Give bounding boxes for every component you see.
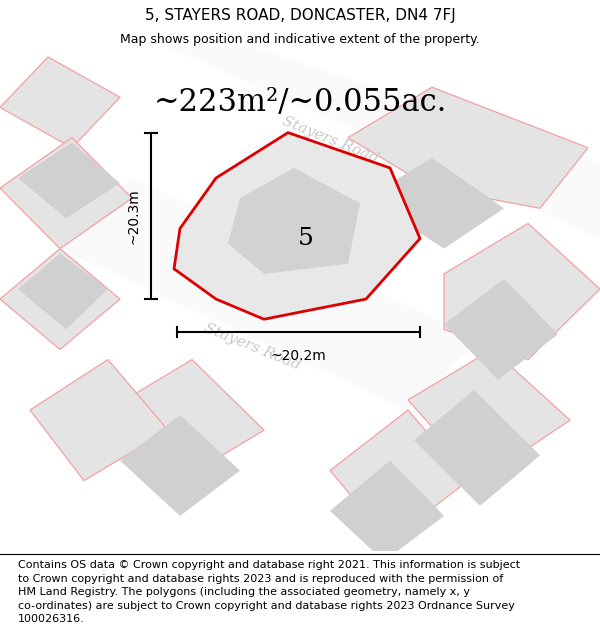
Polygon shape bbox=[168, 47, 600, 239]
Polygon shape bbox=[0, 57, 120, 148]
Polygon shape bbox=[18, 254, 108, 329]
Polygon shape bbox=[366, 158, 504, 249]
Polygon shape bbox=[120, 415, 240, 516]
Polygon shape bbox=[444, 223, 600, 359]
Polygon shape bbox=[348, 88, 588, 208]
Polygon shape bbox=[330, 410, 468, 541]
Text: ~223m²/~0.055ac.: ~223m²/~0.055ac. bbox=[154, 87, 446, 118]
Polygon shape bbox=[0, 138, 132, 249]
Text: Stayers Road: Stayers Road bbox=[202, 321, 302, 372]
Polygon shape bbox=[228, 168, 360, 274]
Polygon shape bbox=[60, 178, 480, 410]
Text: 5, STAYERS ROAD, DONCASTER, DN4 7FJ: 5, STAYERS ROAD, DONCASTER, DN4 7FJ bbox=[145, 8, 455, 23]
Polygon shape bbox=[108, 359, 264, 481]
Polygon shape bbox=[0, 249, 120, 349]
Polygon shape bbox=[18, 142, 120, 218]
Text: 5: 5 bbox=[298, 227, 314, 250]
Polygon shape bbox=[408, 349, 570, 481]
Polygon shape bbox=[30, 359, 168, 481]
Text: ~20.2m: ~20.2m bbox=[271, 349, 326, 364]
Text: ~20.3m: ~20.3m bbox=[127, 188, 140, 244]
Polygon shape bbox=[174, 132, 420, 319]
Polygon shape bbox=[444, 279, 558, 380]
Polygon shape bbox=[330, 461, 444, 561]
Text: Stayers Road: Stayers Road bbox=[280, 114, 380, 166]
Text: Map shows position and indicative extent of the property.: Map shows position and indicative extent… bbox=[120, 32, 480, 46]
Text: Contains OS data © Crown copyright and database right 2021. This information is : Contains OS data © Crown copyright and d… bbox=[18, 560, 520, 624]
Polygon shape bbox=[414, 390, 540, 506]
